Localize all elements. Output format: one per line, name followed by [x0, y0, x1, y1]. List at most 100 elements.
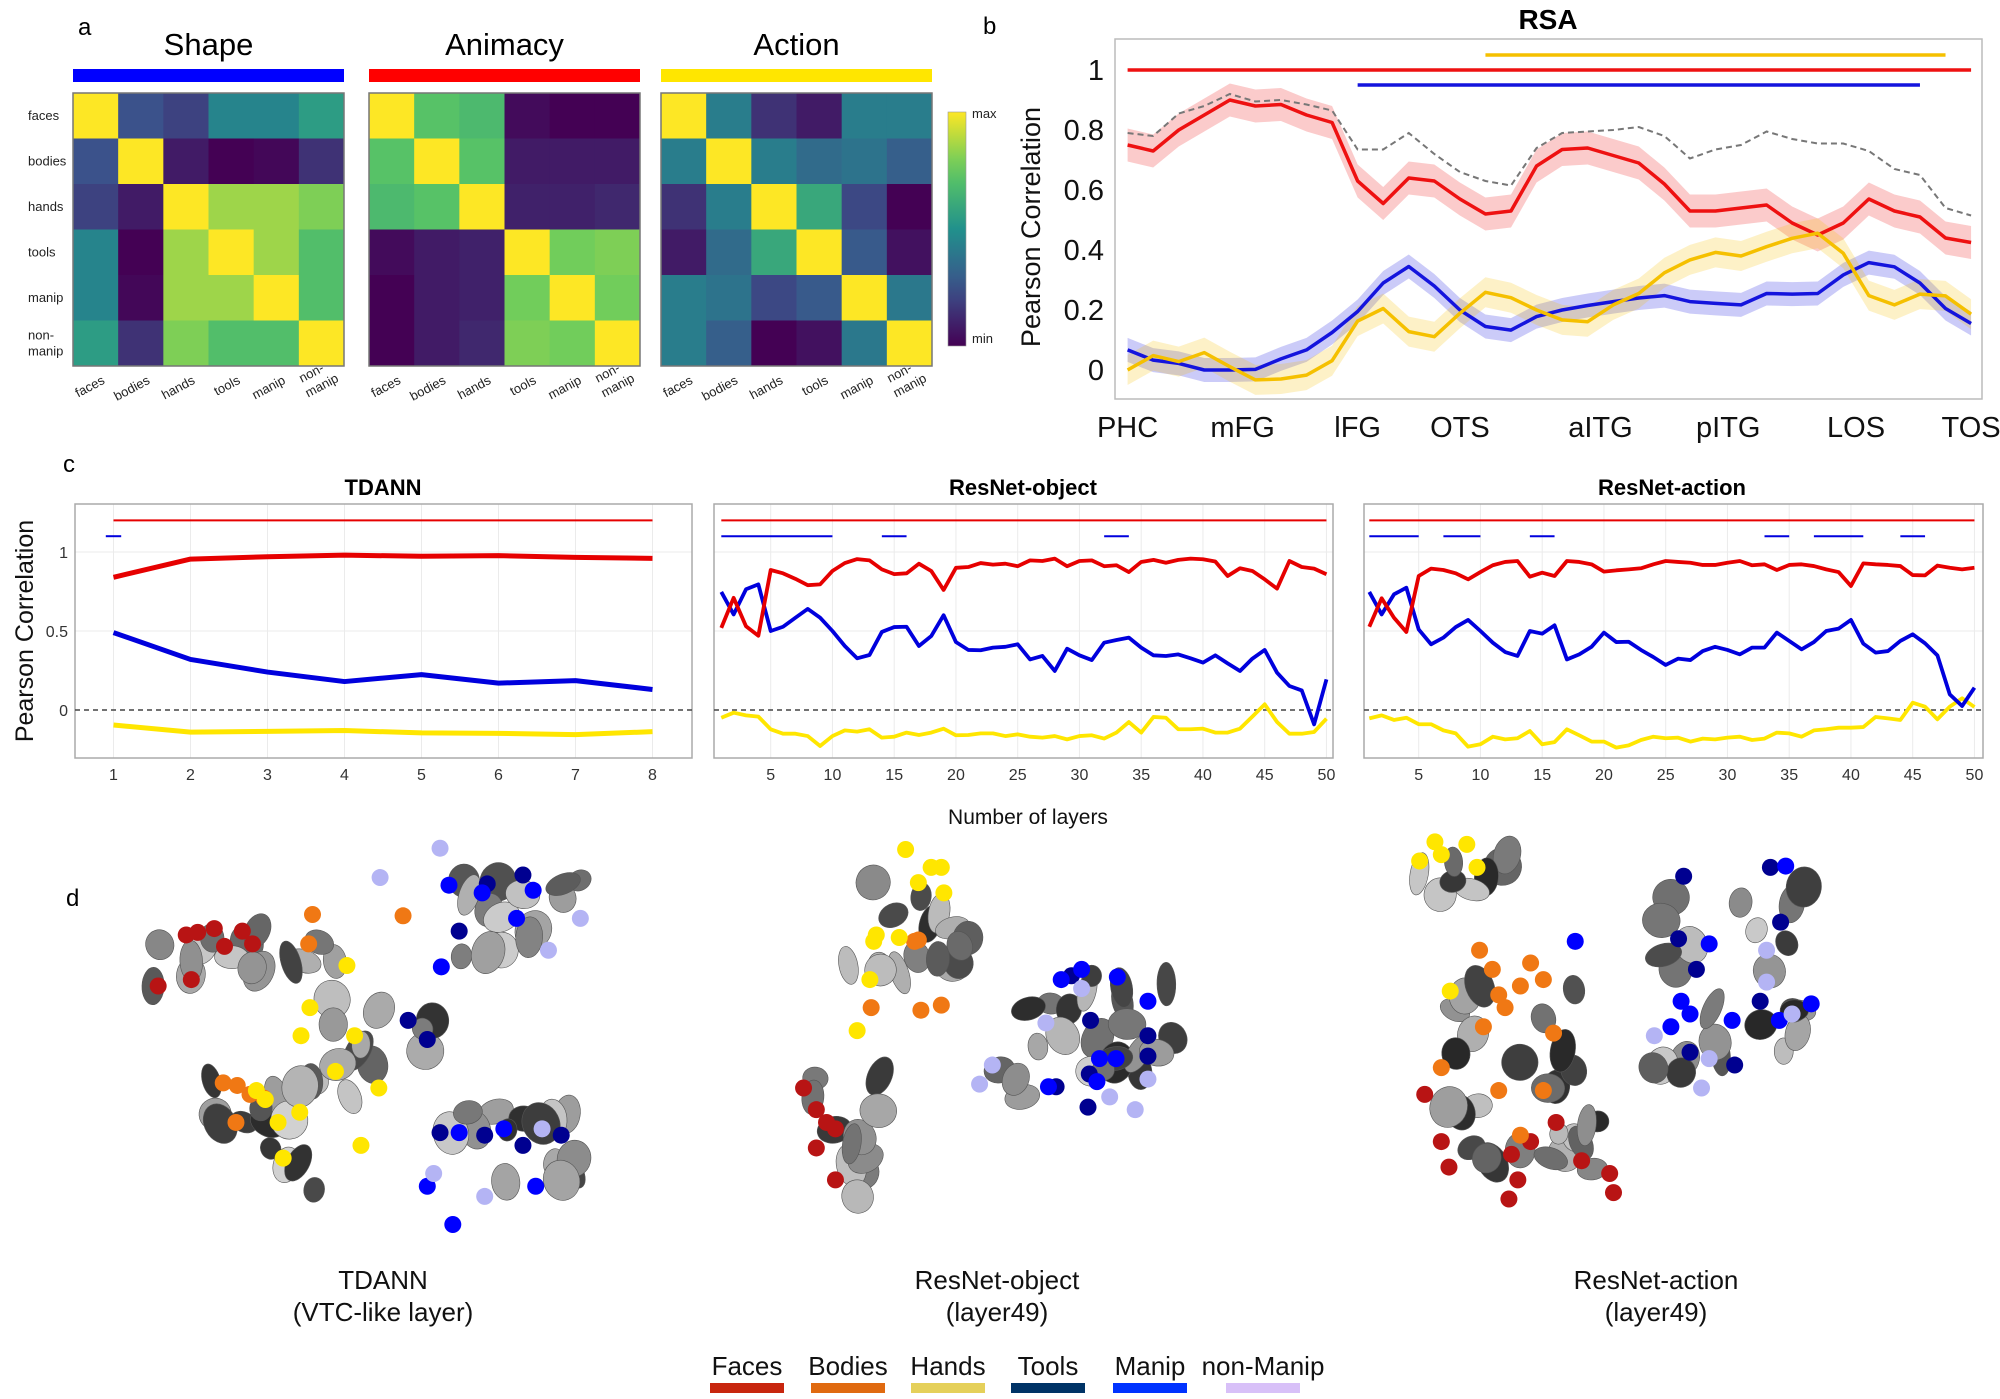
stimulus-dot-non-manip — [1758, 941, 1776, 959]
chart-title: ResNet-object — [949, 475, 1098, 500]
stimulus-dot-non-manip — [1073, 980, 1091, 998]
stimulus-image-thumbnail — [470, 931, 506, 974]
stimulus-dot-hands — [326, 1062, 344, 1080]
heatmap-cell — [886, 138, 933, 185]
heatmap-cell — [841, 229, 888, 276]
stimulus-image-thumbnail — [545, 872, 581, 896]
stimulus-dot-manip — [1107, 1050, 1125, 1068]
heatmap-cell — [414, 184, 460, 230]
chart-title: TDANN — [345, 475, 422, 500]
heatmap-cell — [163, 320, 209, 367]
stimulus-dot-hands — [292, 1027, 310, 1045]
stimulus-dot-hands — [890, 928, 908, 946]
heatmap-cell — [298, 138, 345, 185]
heatmap-cell — [594, 229, 641, 276]
stimulus-dot-manip — [1090, 1050, 1108, 1068]
heatmap-cell — [886, 275, 933, 321]
stimulus-image-thumbnail — [1107, 1008, 1147, 1040]
stimulus-dot-bodies — [1483, 960, 1501, 978]
heatmap-cell — [118, 138, 164, 185]
y-tick-label: 1 — [1088, 55, 1104, 87]
stimulus-dot-faces — [826, 1171, 844, 1189]
x-tick-label: mFG — [1210, 412, 1274, 444]
stimulus-image-thumbnail — [1645, 942, 1682, 968]
heatmap-cell — [163, 229, 209, 276]
series-line — [112, 552, 653, 580]
stimulus-dot-manip — [495, 1120, 513, 1138]
stimulus-dot-faces — [205, 920, 223, 938]
column-label: tools — [507, 372, 539, 398]
stimulus-dot-manip — [473, 884, 491, 902]
row-label: manip — [28, 290, 63, 305]
heatmap-title: Action — [753, 27, 839, 62]
panel-label-b: b — [983, 13, 996, 40]
stimulus-dot-tools — [1139, 1047, 1157, 1065]
stimulus-dot-tools — [431, 1124, 449, 1142]
stimulus-dot-non-manip — [1101, 1088, 1119, 1106]
y-tick-label: 0.6 — [1064, 175, 1104, 207]
heatmap-cell — [208, 138, 255, 185]
stimulus-dot-non-manip — [533, 1120, 551, 1138]
stimulus-image-thumbnail — [946, 931, 973, 961]
heatmap-cell — [73, 184, 119, 230]
stimulus-dot-bodies — [214, 1074, 232, 1092]
stimulus-image-thumbnail — [483, 901, 520, 933]
noise-ceiling-line — [1127, 92, 1972, 217]
stimulus-dot-hands — [861, 971, 879, 989]
x-tick-label: 2 — [186, 767, 195, 784]
stimulus-image-thumbnail — [1027, 1032, 1049, 1061]
heatmap-cell — [73, 138, 119, 185]
stimulus-dot-bodies — [300, 935, 318, 953]
stimulus-image-thumbnail — [453, 1100, 483, 1125]
heatmap-cell — [253, 184, 300, 230]
heatmap-cell — [253, 275, 300, 321]
x-tick-label: 50 — [1318, 767, 1336, 784]
stimulus-dot-hands — [274, 1149, 292, 1167]
stimulus-dot-manip — [1566, 932, 1584, 950]
stimulus-dot-faces — [1573, 1152, 1591, 1170]
stimulus-image-thumbnail — [363, 991, 395, 1029]
series-line — [1127, 98, 1972, 245]
heatmap-cell — [208, 184, 255, 230]
stimulus-image-thumbnail — [1156, 961, 1177, 1007]
x-tick-label: 4 — [340, 767, 349, 784]
heatmap-cell — [886, 93, 933, 139]
x-tick-label: aITG — [1568, 412, 1632, 444]
legend-item-manip: Manip — [1113, 1351, 1187, 1393]
heatmap-cell — [594, 184, 641, 230]
stimulus-image-thumbnail — [1642, 902, 1681, 938]
column-label: hands — [455, 372, 494, 402]
heatmap-cell — [163, 138, 209, 185]
rsa-series — [1126, 231, 1973, 382]
stimulus-dot-tools — [1772, 913, 1790, 931]
stimulus-dot-faces — [1416, 1085, 1434, 1103]
layer-series — [719, 556, 1328, 638]
stimulus-dot-manip — [1039, 1078, 1057, 1096]
heatmap-cell — [549, 184, 596, 230]
stimulus-dot-manip — [1681, 1005, 1699, 1023]
stimulus-dot-manip — [418, 1177, 436, 1195]
stimulus-dot-non-manip — [1139, 1070, 1157, 1088]
stimulus-dot-bodies — [1545, 1024, 1563, 1042]
heatmap-frame — [660, 92, 933, 367]
heatmap-cell — [661, 229, 707, 276]
stimulus-dot-bodies — [862, 999, 880, 1017]
stimulus-dot-tools — [1681, 1043, 1699, 1061]
heatmap-cell — [253, 229, 300, 276]
heatmap-cell — [549, 138, 596, 185]
panel-a-heatmaps: Shapefacesbodieshandstoolsmanipnon-manip… — [28, 27, 933, 404]
embedding-tdann: TDANN(VTC-like layer) — [141, 839, 592, 1327]
heatmap-cell — [549, 320, 596, 367]
series-line — [719, 582, 1329, 727]
x-tick-label: 10 — [1472, 767, 1490, 784]
stimulus-dot-hands — [1411, 852, 1429, 870]
stimulus-dot-faces — [244, 935, 262, 953]
heatmap-cell — [751, 93, 797, 139]
heatmap-cell — [459, 138, 505, 185]
stimulus-image-thumbnail — [865, 1056, 894, 1096]
stimulus-dot-bodies — [1490, 986, 1508, 1004]
heatmap-cell — [661, 184, 707, 230]
stimulus-dot-non-manip — [983, 1056, 1001, 1074]
stimulus-image-thumbnail — [1011, 996, 1046, 1021]
x-tick-label: 7 — [571, 767, 580, 784]
